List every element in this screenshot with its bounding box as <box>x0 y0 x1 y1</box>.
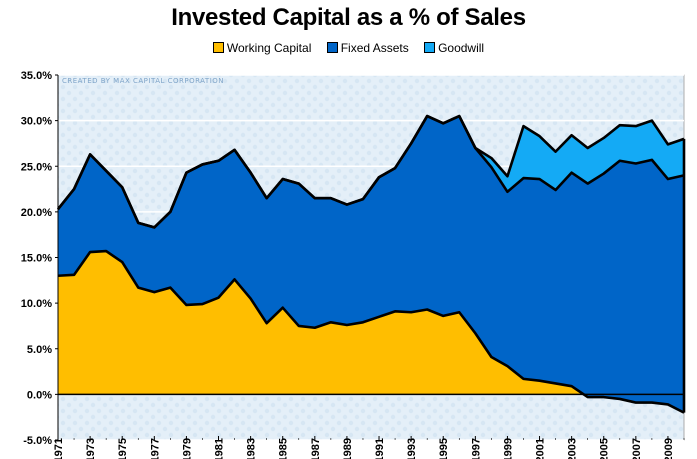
series-outline-goodwill <box>56 114 685 229</box>
axis-layer: 35.0% 30.0% 25.0% 20.0% 15.0% 10.0% 5.0% 0.0% -5… <box>21 70 685 459</box>
area-goodwill <box>58 116 684 228</box>
legend: Working Capital Fixed Assets Goodwill <box>0 41 697 55</box>
x-tick-label: 1977 <box>149 438 161 459</box>
x-tick-label: 1997 <box>470 438 482 459</box>
x-tick-label: 1973 <box>85 438 97 459</box>
area-layer <box>58 116 684 413</box>
line-layer <box>56 114 686 414</box>
x-tick-label: 1993 <box>406 438 418 459</box>
legend-label-fixed-assets: Fixed Assets <box>340 41 409 55</box>
legend-swatch-working-capital <box>212 42 224 53</box>
y-tick-label: 5.0% <box>27 344 52 356</box>
x-tick-label: 1989 <box>342 438 354 459</box>
x-tick-label: 2007 <box>631 438 643 459</box>
y-tick-label: 35.0% <box>21 70 52 82</box>
x-tick-label: 2005 <box>599 438 611 459</box>
chart-title: Invested Capital as a % of Sales <box>171 4 526 31</box>
area-working-capital <box>58 251 684 413</box>
legend-swatch-goodwill <box>424 42 436 53</box>
legend-label-working-capital: Working Capital <box>226 41 312 55</box>
area-fixed-assets <box>58 116 684 413</box>
y-tick-label: 30.0% <box>21 116 52 128</box>
x-tick-label: 1971 <box>53 438 65 459</box>
legend-swatch-fixed-assets <box>326 42 338 53</box>
series-outline-working-capital <box>57 249 685 414</box>
x-tick-label: 1991 <box>374 438 386 459</box>
x-tick-label: 2009 <box>663 438 675 459</box>
x-tick-label: 1987 <box>310 438 322 459</box>
legend-item-goodwill: Goodwill <box>424 41 484 55</box>
legend-item-working-capital: Working Capital <box>212 41 312 55</box>
y-tick-label: 25.0% <box>21 161 52 173</box>
y-tick-label: 0.0% <box>27 389 52 401</box>
x-tick-label: 1981 <box>214 438 226 459</box>
x-tick-label: 1975 <box>117 438 129 459</box>
x-tick-label: 1979 <box>181 438 193 459</box>
x-tick-label: 2001 <box>535 438 547 459</box>
x-tick-label: 1985 <box>278 438 290 459</box>
watermark-text: CREATED BY MAX CAPITAL CORPORATION <box>62 77 224 85</box>
x-tick-label: 2003 <box>567 438 579 459</box>
legend-label-goodwill: Goodwill <box>438 41 485 55</box>
y-tick-label: 15.0% <box>21 253 52 265</box>
x-tick-label: 1999 <box>502 438 514 459</box>
legend-item-fixed-assets: Fixed Assets <box>326 41 409 55</box>
y-tick-label: 10.0% <box>21 298 52 310</box>
x-tick-label: 1995 <box>438 438 450 459</box>
y-tick-label: -5.0% <box>23 435 52 447</box>
y-tick-label: 20.0% <box>21 207 52 219</box>
x-tick-label: 1983 <box>246 438 258 459</box>
